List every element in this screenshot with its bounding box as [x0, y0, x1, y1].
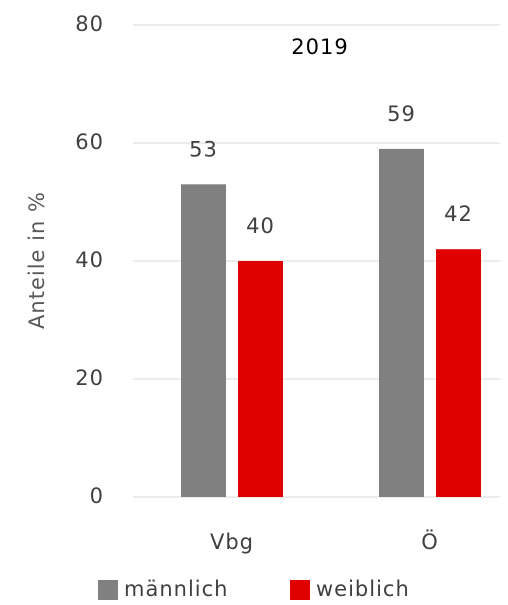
y-tick-label: 60: [75, 130, 104, 154]
bar: [181, 184, 226, 498]
y-tick-label: 0: [90, 484, 104, 508]
y-axis-label: Anteile in %: [25, 191, 49, 329]
y-tick-label: 40: [75, 248, 104, 272]
data-label: 42: [444, 202, 473, 226]
legend-swatch: [290, 580, 310, 600]
data-label: 40: [246, 214, 275, 238]
legend-label: männlich: [124, 577, 228, 601]
x-tick-label: Ö: [421, 529, 439, 554]
bar: [436, 249, 481, 497]
bar: [238, 261, 283, 497]
data-label: 59: [387, 102, 416, 126]
data-label: 53: [189, 137, 218, 161]
legend-swatch: [98, 580, 118, 600]
chart-title: 2019: [291, 35, 348, 59]
y-tick-label: 20: [75, 366, 104, 390]
bar: [379, 148, 424, 497]
x-tick-label: Vbg: [210, 530, 254, 554]
legend-label: weiblich: [316, 577, 410, 601]
y-tick-label: 80: [75, 12, 104, 36]
